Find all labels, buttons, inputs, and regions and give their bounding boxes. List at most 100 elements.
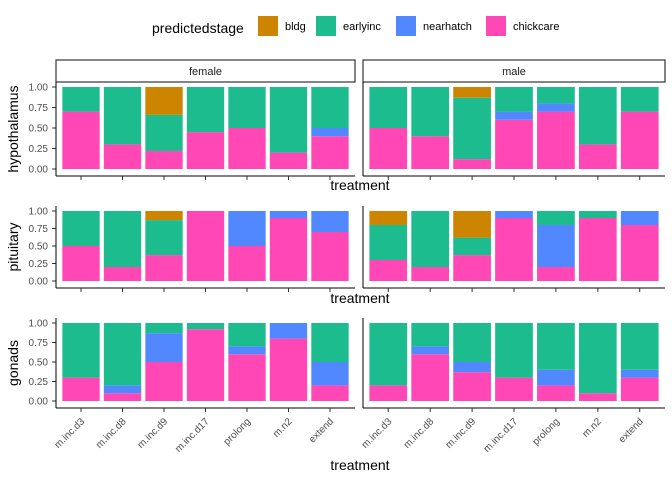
bar-hypothalamus-male-m.n2-chickcare: [578, 144, 617, 169]
bar-pituitary-male-m.inc.d8-earlyinc: [411, 211, 450, 267]
bar-hypothalamus-female-extend-earlyinc: [311, 87, 349, 128]
bar-hypothalamus-male-m.inc.d9-chickcare: [453, 159, 491, 169]
bar-hypothalamus-female-prolong-earlyinc: [228, 87, 266, 128]
bar-gonads-male-m.inc.d8-earlyinc: [411, 323, 450, 347]
bar-pituitary-male-m.n2-earlyinc: [578, 211, 617, 218]
bar-gonads-female-prolong-chickcare: [228, 354, 266, 401]
bar-gonads-male-m.inc.d9-nearhatch: [453, 362, 491, 373]
legend-label-earlyinc: earlyinc: [343, 21, 381, 33]
bar-hypothalamus-female-m.inc.d8-chickcare: [103, 144, 142, 169]
bar-pituitary-female-prolong-nearhatch: [228, 211, 266, 246]
bar-pituitary-male-m.inc.d17-nearhatch: [495, 211, 533, 218]
y-tick-label-pituitary-3: 0.75: [29, 224, 49, 235]
bar-pituitary-female-m.inc.d9-bldg: [145, 211, 183, 221]
bar-hypothalamus-female-m.n2-earlyinc: [269, 87, 308, 153]
bar-pituitary-female-m.n2-nearhatch: [269, 211, 308, 218]
bar-hypothalamus-female-prolong-chickcare: [228, 128, 266, 169]
y-tick-label-gonads-0: 0.00: [29, 397, 49, 408]
bar-pituitary-male-m.n2-chickcare: [578, 218, 617, 281]
bar-gonads-male-m.inc.d17-earlyinc: [495, 323, 533, 378]
bar-hypothalamus-male-m.inc.d3-chickcare: [369, 128, 408, 169]
y-tick-label-gonads-1: 0.25: [29, 377, 49, 388]
bar-hypothalamus-female-m.inc.d9-bldg: [145, 87, 183, 115]
bar-hypothalamus-female-m.inc.d3-chickcare: [62, 111, 100, 169]
bar-gonads-female-extend-earlyinc: [311, 323, 349, 362]
bar-pituitary-female-m.inc.d9-earlyinc: [145, 220, 183, 256]
bar-pituitary-male-prolong-chickcare: [537, 267, 575, 281]
bar-pituitary-female-extend-nearhatch: [311, 211, 349, 232]
y-tick-label-hypothalamus-3: 0.75: [29, 103, 49, 114]
y-tick-label-pituitary-4: 1.00: [29, 207, 49, 218]
bar-gonads-male-m.inc.d3-earlyinc: [369, 323, 408, 386]
bar-hypothalamus-male-m.n2-earlyinc: [578, 87, 617, 145]
bar-hypothalamus-male-m.inc.d17-earlyinc: [495, 87, 533, 112]
bar-pituitary-female-m.inc.d3-earlyinc: [62, 211, 100, 246]
bar-gonads-male-prolong-chickcare: [537, 385, 575, 401]
bar-gonads-female-m.inc.d17-earlyinc: [186, 323, 225, 330]
bar-gonads-female-extend-chickcare: [311, 385, 349, 401]
strip-label-female: female: [189, 66, 222, 78]
y-tick-label-gonads-3: 0.75: [29, 338, 49, 349]
legend-label-nearhatch: nearhatch: [423, 21, 472, 33]
y-tick-label-pituitary-0: 0.00: [29, 277, 49, 288]
bar-hypothalamus-male-m.inc.d17-nearhatch: [495, 111, 533, 120]
bar-gonads-female-m.inc.d3-chickcare: [62, 377, 100, 401]
legend: predictedstage bldg earlyinc nearhatch chic…: [152, 16, 559, 36]
bar-gonads-female-extend-nearhatch: [311, 362, 349, 386]
bar-hypothalamus-female-m.inc.d8-earlyinc: [103, 87, 142, 145]
bar-gonads-male-m.n2-chickcare: [578, 393, 617, 401]
chart-panels: female male hypothalamus 0.00 0.25 0.50 0.75 1.…: [5, 59, 666, 473]
legend-items: bldg earlyinc nearhatch chickcare: [258, 16, 559, 36]
bar-hypothalamus-female-m.inc.d9-earlyinc: [145, 114, 183, 151]
bar-hypothalamus-female-m.inc.d17-chickcare: [186, 132, 225, 169]
bar-hypothalamus-male-prolong-earlyinc: [537, 87, 575, 104]
y-tick-label-pituitary-1: 0.25: [29, 259, 49, 270]
y-tick-label-gonads-4: 1.00: [29, 319, 49, 330]
bar-gonads-female-m.inc.d8-earlyinc: [103, 323, 142, 386]
legend-swatch-chickcare: [486, 16, 506, 36]
bar-hypothalamus-female-m.inc.d17-earlyinc: [186, 87, 225, 133]
y-tick-label-gonads-2: 0.50: [29, 358, 49, 369]
bar-gonads-male-m.inc.d9-chickcare: [453, 372, 491, 401]
bar-gonads-female-m.inc.d8-chickcare: [103, 393, 142, 401]
bar-pituitary-female-extend-chickcare: [311, 232, 349, 281]
y-tick-label-hypothalamus-1: 0.25: [29, 144, 49, 155]
bar-gonads-female-m.inc.d3-earlyinc: [62, 323, 100, 378]
bar-gonads-male-prolong-nearhatch: [537, 369, 575, 386]
strip-label-male: male: [502, 66, 526, 78]
bar-hypothalamus-male-m.inc.d9-earlyinc: [453, 97, 491, 160]
bar-gonads-male-m.inc.d17-chickcare: [495, 377, 533, 401]
bar-hypothalamus-male-m.inc.d3-earlyinc: [369, 87, 408, 128]
y-axis-title-gonads: gonads: [5, 340, 21, 386]
bar-gonads-male-extend-earlyinc: [620, 323, 659, 370]
legend-swatch-bldg: [258, 16, 278, 36]
bar-pituitary-female-m.inc.d8-earlyinc: [103, 211, 142, 267]
y-tick-label-hypothalamus-0: 0.00: [29, 165, 49, 176]
bar-gonads-male-m.inc.d8-chickcare: [411, 354, 450, 401]
bar-hypothalamus-male-m.inc.d8-chickcare: [411, 136, 450, 169]
bar-hypothalamus-male-prolong-chickcare: [537, 111, 575, 169]
bar-pituitary-female-m.n2-chickcare: [269, 218, 308, 281]
bar-pituitary-male-m.inc.d3-earlyinc: [369, 225, 408, 260]
bar-gonads-male-extend-nearhatch: [620, 369, 659, 378]
bar-gonads-female-m.inc.d8-nearhatch: [103, 385, 142, 394]
bar-gonads-female-prolong-earlyinc: [228, 323, 266, 347]
bar-gonads-male-prolong-earlyinc: [537, 323, 575, 370]
bar-pituitary-male-prolong-nearhatch: [537, 225, 575, 267]
bar-pituitary-female-prolong-chickcare: [228, 246, 266, 281]
y-tick-label-hypothalamus-4: 1.00: [29, 83, 49, 94]
bar-hypothalamus-female-m.inc.d3-earlyinc: [62, 87, 100, 112]
x-axis-title-hypothalamus: treatment: [330, 177, 389, 193]
strip-header-male: [362, 59, 666, 83]
bar-hypothalamus-male-m.inc.d17-chickcare: [495, 119, 533, 169]
y-axis-title-pituitary: pituitary: [5, 222, 21, 271]
legend-label-bldg: bldg: [285, 21, 306, 33]
bar-gonads-female-m.n2-chickcare: [269, 338, 308, 401]
bar-pituitary-female-m.inc.d9-chickcare: [145, 255, 183, 281]
bar-pituitary-female-m.inc.d17-chickcare: [186, 211, 225, 281]
bar-pituitary-male-m.inc.d9-earlyinc: [453, 237, 491, 256]
bar-hypothalamus-female-extend-nearhatch: [311, 128, 349, 137]
legend-title: predictedstage: [152, 20, 244, 36]
bar-hypothalamus-male-prolong-nearhatch: [537, 103, 575, 112]
